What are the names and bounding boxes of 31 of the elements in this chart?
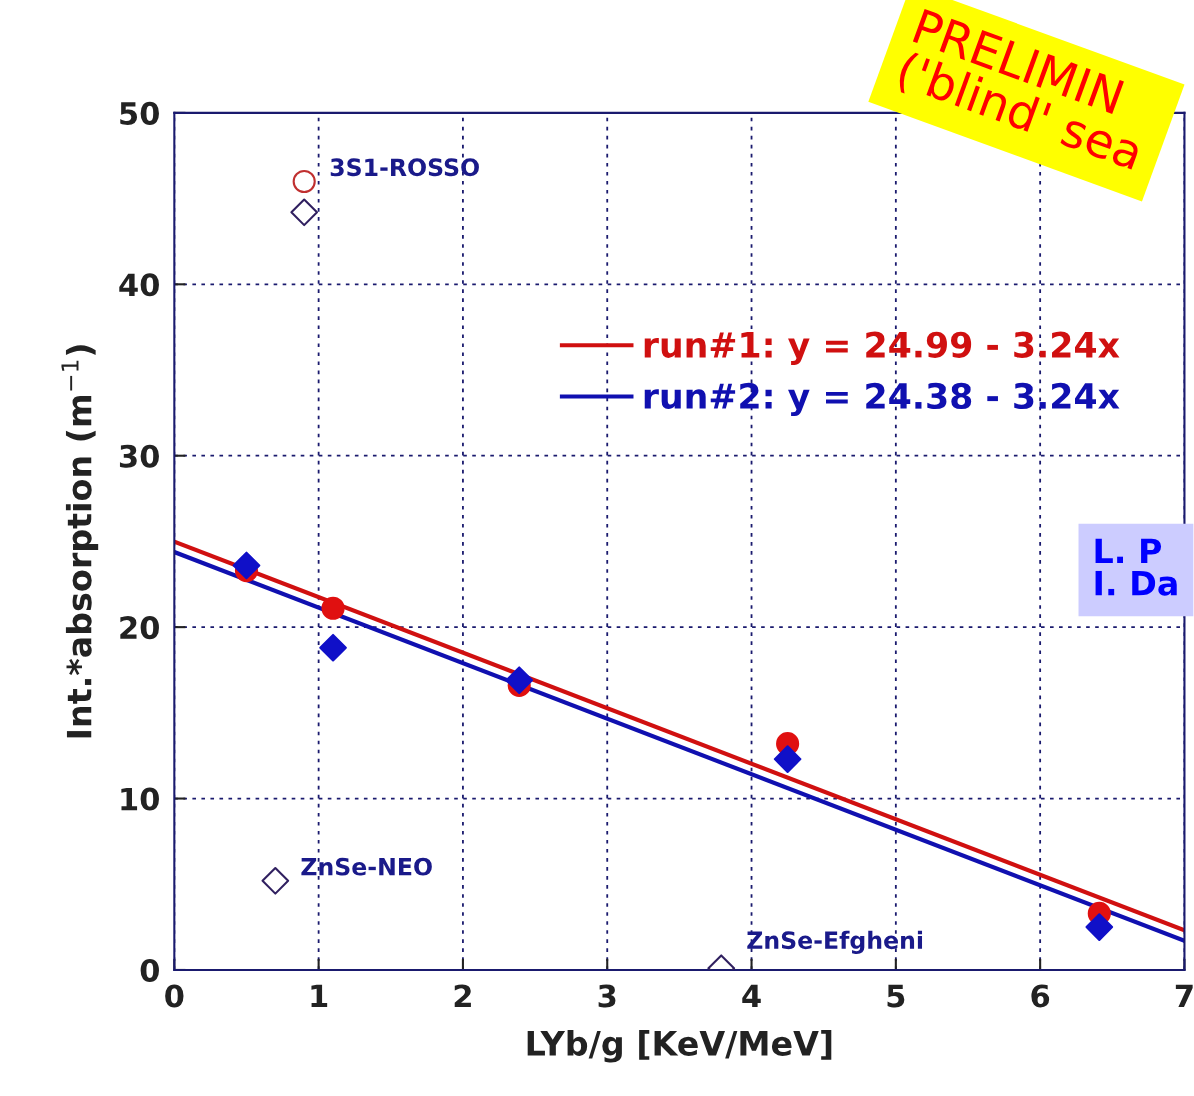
x-axis-title: LYb/g [KeV/MeV] [527,1030,832,1063]
x-tick-label: 7 [1175,984,1193,1008]
annotation: ZnSe-NEO [301,857,432,876]
legend-label: run#2: y = 24.38 - 3.24x [644,382,1120,417]
y-tick-label: 10 [121,787,159,811]
y-tick-label: 40 [119,273,159,297]
y-tick-label: 0 [140,958,159,982]
x-tick-label: 1 [311,984,328,1008]
y-tick-label: 20 [120,616,159,640]
point [232,551,261,580]
point [319,633,347,662]
point [1085,913,1114,941]
annotation: L. P I. Da [1095,538,1177,596]
annotation: ZnSe-Efgheni [747,930,923,954]
point [773,745,802,773]
point [321,596,345,620]
x-tick-label: 2 [454,984,471,1008]
point [505,666,534,695]
y-tick-label: 30 [119,444,159,468]
x-tick-label: 4 [742,984,761,1008]
x-tick-label: 3 [598,984,616,1008]
point [261,866,290,895]
y-tick-label: 50 [120,101,159,125]
point [290,198,319,227]
x-tick-label: 0 [165,984,184,1008]
point [292,169,316,194]
x-tick-label: 6 [1031,984,1050,1008]
y-axis-title: Int.*absorption (m$^{−1}$) [61,345,99,738]
x-tick-label: 5 [887,984,905,1008]
annotation: 3S1-ROSSO [330,158,479,177]
legend-label: run#1: y = 24.99 - 3.24x [644,331,1120,365]
